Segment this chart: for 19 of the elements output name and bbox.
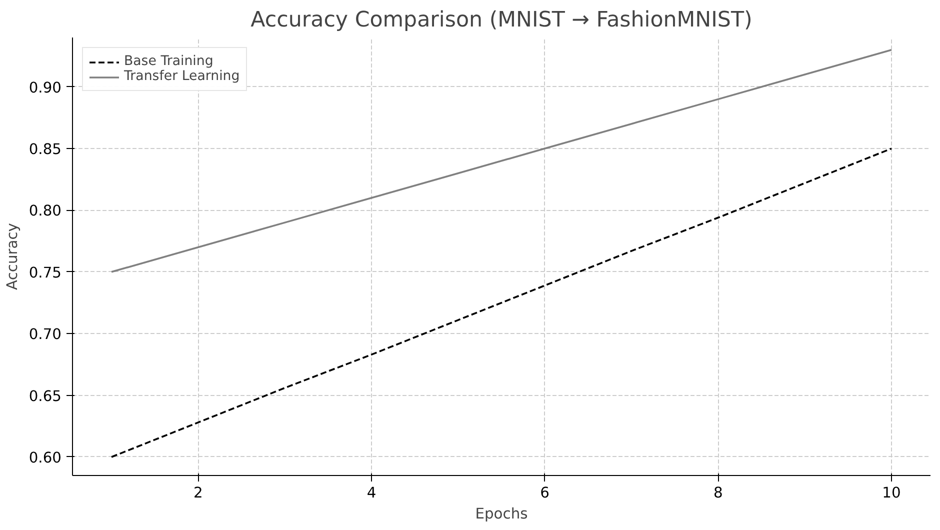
legend-label: Transfer Learning xyxy=(124,69,240,84)
y-tick-label: 0.80 xyxy=(28,202,62,220)
chart-title: Accuracy Comparison (MNIST → FashionMNIST) xyxy=(250,8,752,32)
y-tick-label: 0.90 xyxy=(28,79,62,96)
legend-label: Base Training xyxy=(124,54,214,69)
y-axis-title: Accuracy xyxy=(4,222,21,290)
x-axis-title: Epochs xyxy=(475,506,528,522)
y-tick-label: 0.70 xyxy=(28,326,62,344)
line-series xyxy=(110,48,892,273)
x-tick-label: 2 xyxy=(194,484,203,502)
line-series xyxy=(110,148,892,458)
x-tick-label: 4 xyxy=(366,484,376,502)
x-tick-label: 8 xyxy=(714,484,723,502)
x-tick-label: 6 xyxy=(540,484,550,502)
y-tick-label: 0.75 xyxy=(28,264,62,282)
y-tick-label: 0.60 xyxy=(28,449,62,466)
y-tick-label: 0.65 xyxy=(28,388,62,405)
y-tick-label: 0.85 xyxy=(28,141,62,158)
x-tick-label: 10 xyxy=(882,484,901,502)
